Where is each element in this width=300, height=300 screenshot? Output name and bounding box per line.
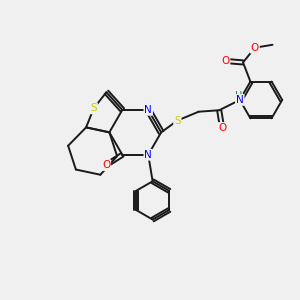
Text: N: N bbox=[144, 150, 152, 160]
Text: O: O bbox=[251, 43, 259, 53]
Text: H: H bbox=[235, 91, 242, 100]
Text: O: O bbox=[218, 123, 226, 133]
Text: S: S bbox=[90, 103, 97, 113]
Text: O: O bbox=[221, 56, 230, 66]
Text: N: N bbox=[144, 105, 152, 115]
Text: N: N bbox=[236, 95, 244, 105]
Text: S: S bbox=[174, 116, 181, 126]
Text: O: O bbox=[102, 160, 110, 170]
